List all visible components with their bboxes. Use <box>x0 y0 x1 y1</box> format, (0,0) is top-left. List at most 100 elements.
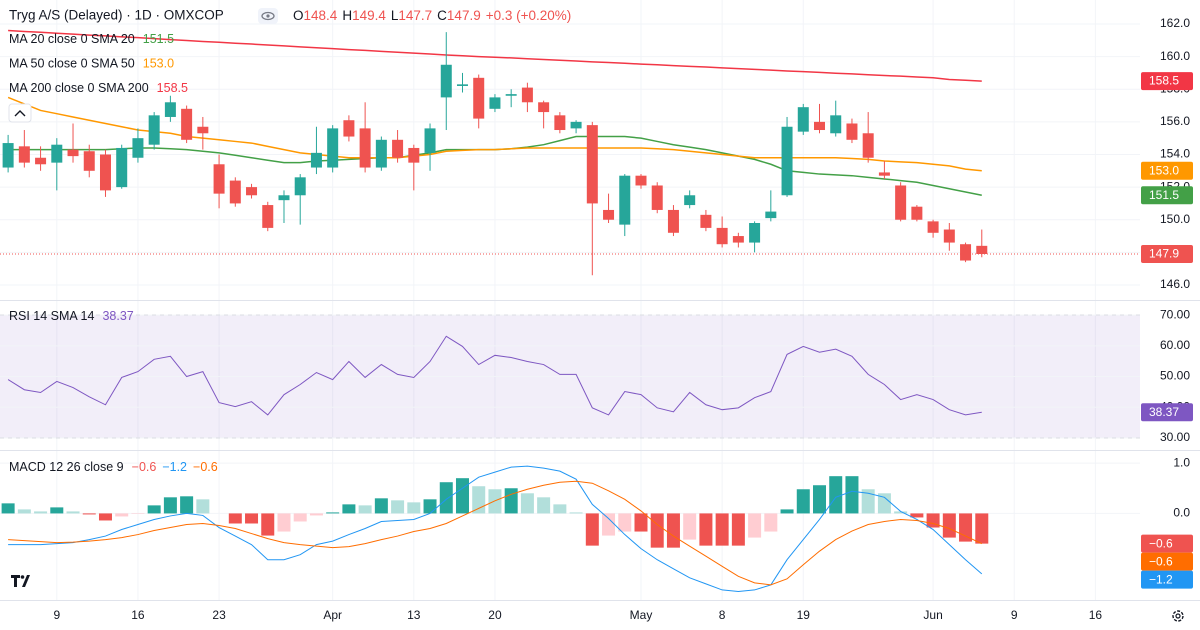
price-tag: 147.9 <box>1149 247 1179 261</box>
x-tick-label: 16 <box>1089 608 1103 622</box>
histogram-bar <box>813 485 827 514</box>
legend-value: −0.6 <box>193 460 218 474</box>
legend-value: −1.2 <box>162 460 187 474</box>
candle-body <box>181 108 193 140</box>
histogram-bar <box>147 505 161 514</box>
histogram-bar <box>845 476 859 514</box>
candle-body <box>343 120 355 137</box>
candle-body <box>651 185 663 210</box>
candle-body <box>716 227 728 245</box>
ohlc-key: H <box>342 8 352 23</box>
line <box>8 480 982 586</box>
collapse-button[interactable] <box>8 103 32 123</box>
histogram-bar <box>910 513 924 518</box>
candle-body <box>667 209 679 233</box>
histogram-bar <box>715 513 729 546</box>
histogram-bar <box>374 498 388 514</box>
candle-body <box>765 211 777 219</box>
ohlc-key: C <box>437 8 447 23</box>
histogram-bar <box>50 507 64 514</box>
macd-tag: −0.6 <box>1149 536 1173 550</box>
price-tag: 151.5 <box>1149 188 1179 202</box>
ohlc-value: 147.7 <box>398 8 432 23</box>
y-tick-label: 154.0 <box>1160 147 1190 161</box>
candle-body <box>619 175 631 225</box>
chart-title: Tryg A/S (Delayed) · 1D · OMXCOP <box>9 8 224 23</box>
candle-body <box>197 126 209 134</box>
y-tick-label: 156.0 <box>1160 114 1190 128</box>
candle-body <box>424 128 436 153</box>
histogram-bar <box>520 493 534 514</box>
candle-body <box>278 195 290 201</box>
macd-tag-bg <box>1141 552 1193 571</box>
candle-body <box>538 102 550 113</box>
candle-body <box>262 205 274 228</box>
price-tag-bg <box>1141 72 1193 91</box>
histogram-bar <box>423 499 437 514</box>
ohlc-value: 149.4 <box>352 8 386 23</box>
histogram-bar <box>683 513 697 540</box>
histogram-bar <box>553 504 567 514</box>
line <box>7 335 982 416</box>
candle-body <box>2 143 14 168</box>
candle-body <box>116 147 128 188</box>
line <box>8 29 982 82</box>
x-tick-label: 13 <box>407 608 421 622</box>
macd-tag-bg <box>1141 534 1193 553</box>
line <box>7 96 982 172</box>
candle-body <box>521 87 533 103</box>
visibility-toggle[interactable] <box>258 8 278 24</box>
histogram-bar <box>877 493 891 514</box>
histogram-bar <box>796 489 810 514</box>
candle-body <box>911 206 923 220</box>
rsi-tag: 38.37 <box>1149 405 1179 419</box>
histogram-bar <box>455 478 469 514</box>
candle-body <box>213 164 225 194</box>
histogram-bar <box>942 513 956 538</box>
histogram-bar <box>829 476 843 514</box>
histogram-bar <box>391 500 405 514</box>
candle-body <box>408 147 420 163</box>
histogram-bar <box>504 488 518 514</box>
y-tick-label: 0.0 <box>1173 506 1190 520</box>
histogram-bar <box>180 496 194 514</box>
legend-value: MACD 12 26 close 9 <box>9 460 124 474</box>
histogram-bar <box>1 503 15 514</box>
candle-body <box>781 126 793 196</box>
histogram-bar <box>261 513 275 536</box>
legend-entry: RSI 14 SMA 14 38.37 <box>9 309 134 323</box>
legend-value: −0.6 <box>132 460 157 474</box>
legend-entry: MACD 12 26 close 9 −0.6 −1.2 −0.6 <box>9 460 218 474</box>
histogram-bar <box>472 486 486 514</box>
candle-body <box>635 175 647 186</box>
candle-body <box>830 115 842 134</box>
y-tick-label: 160.0 <box>1160 49 1190 63</box>
settings-button[interactable] <box>1172 610 1184 622</box>
candle-body <box>862 133 874 158</box>
price-tag: 153.0 <box>1149 163 1179 177</box>
histogram-bar <box>131 513 145 514</box>
price-tag-bg <box>1141 161 1193 180</box>
legend-name: MA 200 close 0 SMA 200 <box>9 81 149 95</box>
y-tick-label: 70.00 <box>1160 307 1190 321</box>
y-tick-label: 50.00 <box>1160 369 1190 383</box>
histogram-bar <box>342 504 356 514</box>
x-tick-label: 9 <box>1011 608 1018 622</box>
legend-value: 151.5 <box>143 32 174 46</box>
histogram-bar <box>959 513 973 542</box>
y-tick-label: 150.0 <box>1160 212 1190 226</box>
candle-body <box>797 107 809 132</box>
legend-name: MA 20 close 0 SMA 20 <box>9 32 135 46</box>
candle-body <box>846 123 858 140</box>
candle-body <box>700 214 712 228</box>
legend-entry: MA 50 close 0 SMA 50 153.0 <box>9 57 174 71</box>
candle-body <box>440 64 452 98</box>
candle-body <box>878 172 890 176</box>
legend-value: 158.5 <box>157 81 188 95</box>
histogram-bar <box>894 511 908 514</box>
histogram-bar <box>634 513 648 532</box>
histogram-bar <box>228 513 242 524</box>
candle-body <box>570 121 582 129</box>
